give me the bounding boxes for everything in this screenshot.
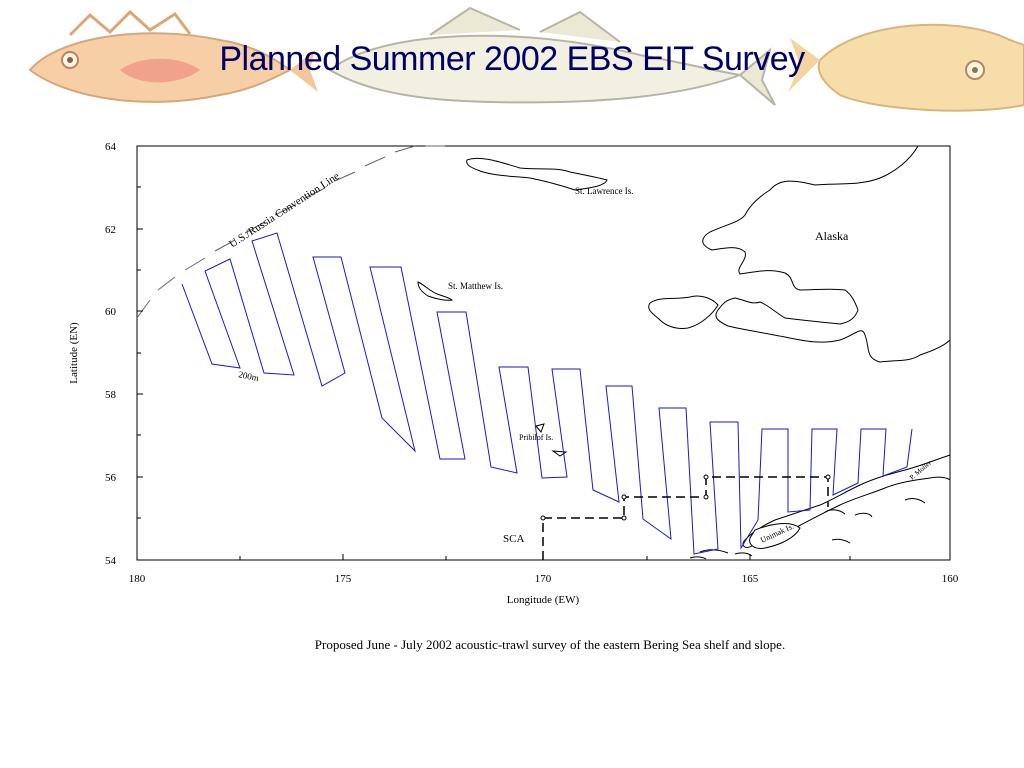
x-tick-label: 160 [942, 573, 959, 585]
rockfish-illustration [28, 9, 318, 103]
st-lawrence-label: St. Lawrence Is. [575, 186, 633, 196]
figure-caption: Proposed June - July 2002 acoustic-trawl… [314, 637, 786, 652]
convention-line-label: U.S./Russia Convention Line [227, 170, 342, 250]
y-tick-label: 56 [105, 472, 117, 484]
x-tick-label: 165 [742, 573, 759, 585]
y-tick-label: 62 [105, 224, 116, 236]
fish-banner [28, 6, 1024, 112]
y-tick-label: 58 [105, 389, 117, 401]
pribilof-label: Pribilof Is. [519, 433, 553, 442]
x-tick-label: 170 [535, 573, 552, 585]
halibut-illustration [788, 23, 1024, 112]
y-axis-label: Latitude (EN) [68, 322, 80, 384]
alaska-peninsula [742, 454, 951, 548]
pribilof-st-george [551, 450, 568, 457]
convention-line [136, 145, 445, 319]
y-axis: 54 56 58 60 62 64 [105, 141, 143, 567]
y-tick-label: 54 [105, 555, 117, 567]
y-tick-label: 60 [105, 306, 117, 318]
sca-vertex [621, 494, 627, 500]
sca-vertex [825, 474, 831, 480]
unimak-island [749, 523, 801, 549]
x-tick-label: 175 [335, 573, 352, 585]
sca-vertex [703, 494, 709, 500]
x-tick-label: 180 [129, 573, 146, 585]
depth-200m-label: 200m [238, 369, 260, 383]
sca-vertex [621, 515, 627, 521]
alaska-mainland [702, 145, 951, 363]
sca-vertex [703, 474, 709, 480]
sca-boundary [542, 476, 829, 560]
x-axis: 180 175 170 165 160 [129, 554, 959, 585]
pribilof-st-paul [535, 423, 545, 433]
sca-label: SCA [503, 533, 524, 545]
alaska-label: Alaska [815, 229, 849, 243]
nunivak-island [648, 295, 719, 329]
aleutian-islands [689, 498, 926, 560]
x-axis-label: Longitude (EW) [507, 594, 580, 606]
cod-illustration [328, 6, 776, 106]
y-tick-label: 64 [105, 141, 117, 153]
slide-title: Planned Summer 2002 EBS EIT Survey [219, 40, 805, 78]
st-matthew-island [417, 281, 454, 301]
st-matthew-label: St. Matthew Is. [448, 281, 503, 291]
survey-transect [181, 232, 913, 555]
sca-vertex [540, 515, 546, 521]
st-lawrence-island [466, 157, 608, 191]
